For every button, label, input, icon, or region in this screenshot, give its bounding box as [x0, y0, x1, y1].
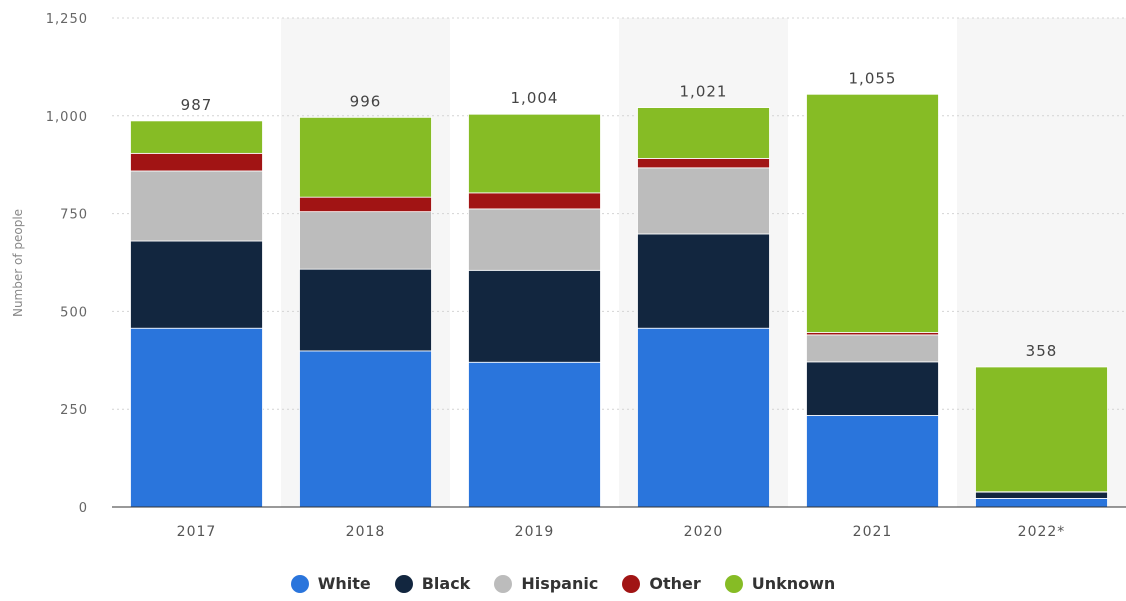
y-tick-label: 250: [60, 403, 88, 418]
bar-segment-unknown: [975, 366, 1108, 493]
bar-segment-white: [130, 327, 263, 508]
total-label: 1,055: [849, 69, 897, 87]
legend-label: White: [317, 574, 371, 593]
bar-segment-unknown: [130, 120, 263, 154]
y-axis-ticks: 0 250 500 750 1,000 1,250: [46, 12, 88, 516]
x-tick-label: 2020: [684, 524, 724, 540]
y-tick-label: 1,000: [46, 110, 88, 125]
total-labels: 987 996 1,004 1,021 1,055 358: [181, 69, 1058, 360]
stacked-bar-chart: 0 250 500 750 1,000 1,250 2017 2018 2019 2020 202…: [11, 12, 1126, 540]
legend-label: Black: [421, 574, 471, 593]
legend-label: Hispanic: [521, 574, 599, 593]
legend: White Black Hispanic Other Unknown: [0, 574, 1126, 593]
y-tick-label: 1,250: [46, 12, 88, 27]
legend-swatch-icon: [394, 574, 413, 593]
legend-swatch-icon: [290, 574, 309, 593]
bar-segment-hispanic: [468, 208, 601, 271]
legend-swatch-icon: [494, 574, 513, 593]
total-label: 1,021: [680, 83, 728, 101]
bar-segment-hispanic: [637, 167, 770, 235]
bar-segment-hispanic: [806, 334, 939, 363]
bar-segment-white: [975, 497, 1108, 508]
bar-segment-other: [130, 152, 263, 172]
bar-segment-black: [299, 268, 432, 352]
bar-segment-unknown: [299, 116, 432, 198]
legend-item-white[interactable]: White: [290, 574, 371, 593]
total-label: 996: [350, 92, 382, 110]
bar-segment-black: [637, 233, 770, 329]
total-label: 1,004: [511, 89, 559, 107]
legend-item-unknown[interactable]: Unknown: [724, 574, 836, 593]
bar-segment-unknown: [637, 107, 770, 159]
bar-segment-other: [299, 196, 432, 213]
bar-segment-unknown: [806, 93, 939, 333]
legend-item-black[interactable]: Black: [394, 574, 471, 593]
bar-segment-other: [637, 158, 770, 169]
y-tick-label: 750: [60, 208, 88, 223]
bars: [130, 93, 1108, 508]
legend-label: Unknown: [751, 574, 836, 593]
bar-segment-white: [637, 327, 770, 508]
bar-segment-black: [975, 491, 1108, 499]
y-axis-label: Number of people: [11, 209, 25, 317]
bar-segment-black: [130, 240, 263, 329]
x-tick-label: 2021: [853, 524, 893, 540]
legend-swatch-icon: [724, 574, 743, 593]
bar-segment-black: [468, 269, 601, 363]
bar-segment-white: [806, 415, 939, 508]
legend-item-other[interactable]: Other: [622, 574, 701, 593]
bar-segment-white: [299, 350, 432, 508]
y-tick-label: 500: [60, 305, 88, 320]
x-tick-label: 2017: [177, 524, 217, 540]
bar-segment-hispanic: [130, 170, 263, 242]
total-label: 987: [181, 96, 213, 114]
bar-segment-other: [468, 192, 601, 210]
bar-segment-unknown: [468, 113, 601, 194]
legend-swatch-icon: [622, 574, 641, 593]
bar-segment-hispanic: [299, 211, 432, 270]
y-tick-label: 0: [79, 501, 88, 516]
x-axis-ticks: 2017 2018 2019 2020 2021 2022*: [177, 524, 1066, 540]
legend-label: Other: [649, 574, 701, 593]
bar-segment-white: [468, 361, 601, 508]
x-tick-label: 2022*: [1018, 524, 1066, 540]
gridlines: [112, 17, 1126, 410]
x-tick-label: 2019: [515, 524, 555, 540]
legend-item-hispanic[interactable]: Hispanic: [494, 574, 598, 593]
x-tick-label: 2018: [346, 524, 386, 540]
total-label: 358: [1026, 342, 1058, 360]
bar-segment-black: [806, 361, 939, 416]
